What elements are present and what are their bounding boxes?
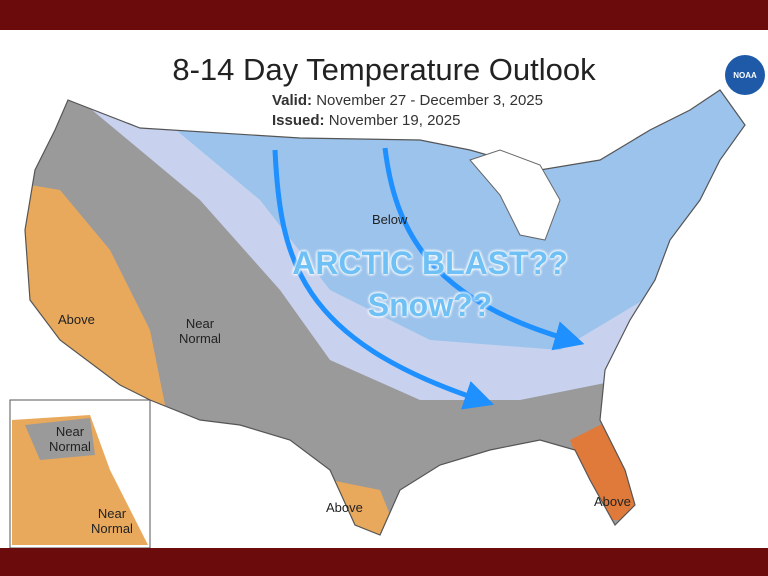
- logo-text: NOAA: [733, 71, 757, 80]
- region-label: Above: [326, 500, 363, 515]
- alaska-label: Near Normal: [91, 506, 133, 536]
- overlay-line: ARCTIC BLAST??: [292, 245, 568, 281]
- issued-line: Issued: November 19, 2025: [272, 112, 460, 129]
- region-label: Above: [58, 312, 95, 327]
- alaska-label: Near Normal: [49, 424, 91, 454]
- alaska-near-normal: [25, 418, 95, 460]
- arrow: [272, 149, 495, 410]
- us-outline: [24, 89, 746, 536]
- arrow: [382, 147, 585, 351]
- above-florida: [570, 420, 640, 520]
- issued-label: Issued:: [272, 112, 325, 129]
- bottom-bar: [0, 548, 768, 576]
- great-lakes: [469, 149, 561, 241]
- title: 8-14 Day Temperature Outlook: [172, 52, 596, 87]
- valid-line: Valid: November 27 - December 3, 2025: [272, 92, 543, 109]
- region-label: Near Normal: [179, 316, 221, 346]
- noaa-logo: [725, 55, 765, 95]
- overlay: ARCTIC BLAST?? Snow??: [230, 242, 630, 326]
- valid-label: Valid:: [272, 92, 313, 109]
- issued: November 19, 2025: [328, 112, 461, 129]
- overlay-line: Snow??: [367, 287, 493, 323]
- region-label: Below: [372, 212, 408, 227]
- valid: November 27 - December 3, 2025: [316, 92, 543, 109]
- region-label: Above: [594, 494, 631, 509]
- top-bar: [0, 0, 768, 30]
